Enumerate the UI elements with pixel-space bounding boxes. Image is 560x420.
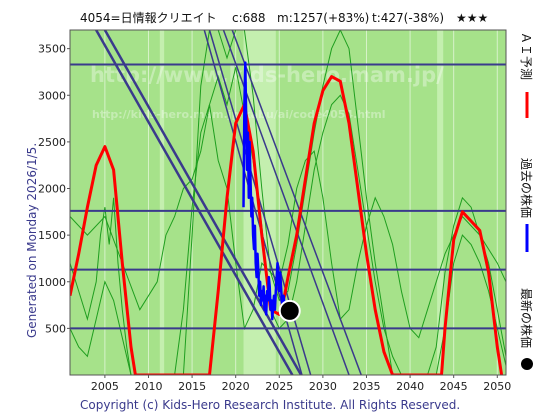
y-axis-ticks: 500 1000 1500 2000 2500 3000 3500 [38,43,70,335]
x-tick-label-2040: 2040 [396,380,424,393]
legend-ai-label: ＡＩ予測 [519,32,533,80]
target-price-label: t:427(-38%) [372,11,444,25]
legend-latest-marker [521,358,533,370]
ai-forecast-line [70,75,504,375]
projection-line-4 [103,30,303,375]
x-tick-label-2015: 2015 [178,380,206,393]
x-tick-label-2020: 2020 [222,380,250,393]
vertical-grid [104,30,498,375]
max-price-label: m:1257(+83%) [277,11,369,25]
y-tick-label-1500: 1500 [38,229,66,242]
y-tick-label-3500: 3500 [38,43,66,56]
plot-frame [69,29,507,376]
past-price-line [242,61,291,321]
watermark-url: http://www.kids-hero.mam.jp/ [90,63,444,87]
x-tick-label-2010: 2010 [134,380,162,393]
y-tick-label-3000: 3000 [38,89,66,102]
latest-price-marker [278,299,301,322]
projection-line-5 [95,30,294,375]
copyright-footer: Copyright (c) Kids-Hero Research Institu… [80,398,460,412]
x-tick-label-2025: 2025 [265,380,293,393]
x-axis-ticks: 2005 2010 2015 2020 2025 2030 2035 2040 2045 2050 [91,375,511,393]
current-price-label: c:688 [232,11,266,25]
projection-line-1 [231,30,362,375]
green-line-2 [70,104,506,339]
latest-price-dot [278,299,301,322]
x-tick-label-2030: 2030 [309,380,337,393]
rating-stars: ★★★ [456,11,488,25]
x-tick-label-2035: 2035 [352,380,380,393]
y-tick-label-2500: 2500 [38,136,66,149]
ai-forecast-series [70,75,504,375]
y-tick-label-1000: 1000 [38,276,66,289]
legend-past-label: 過去の株価 [519,158,534,218]
stock-code-name: 4054=日情報クリエイト [80,11,217,25]
y-tick-label-2000: 2000 [38,183,66,196]
x-tick-label-2050: 2050 [483,380,511,393]
x-tick-label-2005: 2005 [91,380,119,393]
legend-latest-label: 最新の株価 [519,288,534,348]
y-tick-label-500: 500 [45,322,66,335]
generated-date: Generated on Monday 2026/1/5. [25,143,39,338]
light-band-2 [437,30,444,375]
past-price-series [242,61,291,321]
light-band-0 [159,30,165,375]
legend: ＡＩ予測 過去の株価 最新の株価 [519,32,534,370]
x-tick-label-2045: 2045 [440,380,468,393]
